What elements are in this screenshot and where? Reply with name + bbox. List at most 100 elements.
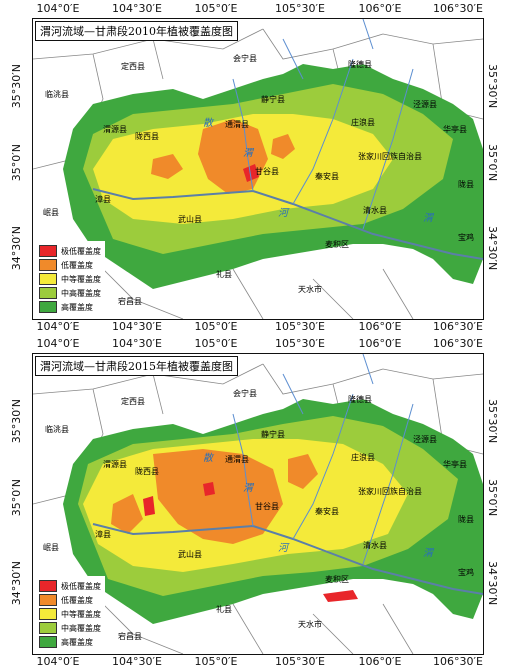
vegetation-map-svg xyxy=(33,19,483,319)
map-frame: 渭河流域—甘肃段2010年植被覆盖度图 定西县 会宁县 隆德县 临洮县 静宁县 泾源县 华亭县… xyxy=(32,18,484,320)
legend-label: 低覆盖度 xyxy=(61,595,93,605)
map-title: 渭河流域—甘肃段2010年植被覆盖度图 xyxy=(35,21,238,41)
legend-label: 中等覆盖度 xyxy=(61,609,101,619)
place-label-huining: 会宁县 xyxy=(233,54,257,63)
legend-item: 高覆盖度 xyxy=(39,300,101,314)
lon-tick-bottom: 105°30′E xyxy=(275,320,325,333)
place-label-min: 岷县 xyxy=(43,543,59,552)
legend-item: 中等覆盖度 xyxy=(39,607,101,621)
tributary-river xyxy=(282,38,304,80)
lat-tick-left: 34°30′N xyxy=(10,226,23,271)
place-label-jingning: 静宁县 xyxy=(261,95,285,104)
place-label-gangu: 甘谷县 xyxy=(255,167,279,176)
river-label: 河 xyxy=(278,543,288,554)
lon-tick-top: 104°0′E xyxy=(36,337,80,350)
legend-label: 中高覆盖度 xyxy=(61,288,101,298)
county-boundary xyxy=(232,603,264,654)
place-label-maiji: 麦积区 xyxy=(325,240,349,249)
lat-tick-left: 35°30′N xyxy=(10,399,23,444)
place-label-tongwei: 通渭县 xyxy=(225,120,249,129)
place-label-qingshui: 清水县 xyxy=(363,541,387,550)
legend-swatch xyxy=(39,259,57,271)
legend-swatch xyxy=(39,301,57,313)
legend: 极低覆盖度低覆盖度中等覆盖度中高覆盖度高覆盖度 xyxy=(35,241,105,317)
river-label: 渭 xyxy=(423,213,433,224)
county-boundary xyxy=(232,268,264,319)
river-label: 渭 xyxy=(243,483,253,494)
county-boundary xyxy=(382,603,414,654)
river-label: 散 xyxy=(203,118,213,129)
place-label-zhuanglang: 庄浪县 xyxy=(351,453,375,462)
lon-tick-top: 104°30′E xyxy=(112,337,162,350)
low-coverage-patch xyxy=(153,449,283,544)
legend-item: 中等覆盖度 xyxy=(39,272,101,286)
very-low-coverage-spot xyxy=(323,590,358,602)
tributary-river xyxy=(362,19,374,50)
lon-tick-bottom: 104°30′E xyxy=(112,320,162,333)
legend-item: 中高覆盖度 xyxy=(39,621,101,635)
map-title: 渭河流域—甘肃段2015年植被覆盖度图 xyxy=(35,356,238,376)
legend-swatch xyxy=(39,622,57,634)
legend-swatch xyxy=(39,287,57,299)
lat-tick-right: 34°30′N xyxy=(486,226,499,271)
lon-tick-bottom: 106°30′E xyxy=(433,655,483,668)
legend-item: 中高覆盖度 xyxy=(39,286,101,300)
lat-tick-right: 35°0′N xyxy=(486,479,499,517)
place-label-dangchang: 宕昌县 xyxy=(118,297,142,306)
legend-label: 高覆盖度 xyxy=(61,302,93,312)
legend-label: 极低覆盖度 xyxy=(61,246,101,256)
place-label-gangu: 甘谷县 xyxy=(255,502,279,511)
county-boundary xyxy=(382,268,414,319)
legend-swatch xyxy=(39,608,57,620)
place-label-baoji: 宝鸡 xyxy=(458,233,474,242)
lon-tick-bottom: 105°0′E xyxy=(194,655,238,668)
tributary-river xyxy=(292,393,354,540)
place-label-huating: 华亭县 xyxy=(443,125,467,134)
low-coverage-patch xyxy=(111,494,143,534)
county-boundary xyxy=(312,278,354,319)
lon-tick-top: 106°0′E xyxy=(358,2,402,15)
county-boundary xyxy=(92,593,184,654)
county-boundary xyxy=(152,38,164,80)
lon-tick-top: 106°30′E xyxy=(433,337,483,350)
lon-tick-top: 106°0′E xyxy=(358,337,402,350)
legend-label: 低覆盖度 xyxy=(61,260,93,270)
county-boundary xyxy=(92,258,184,319)
river-label: 河 xyxy=(278,208,288,219)
lon-tick-bottom: 106°30′E xyxy=(433,320,483,333)
place-label-wushan: 武山县 xyxy=(178,215,202,224)
legend-item: 高覆盖度 xyxy=(39,635,101,649)
place-label-li: 礼县 xyxy=(216,270,232,279)
lat-tick-left: 35°30′N xyxy=(10,64,23,109)
place-label-zhangjiachuan: 张家川回族自治县 xyxy=(358,487,422,496)
place-label-wushan: 武山县 xyxy=(178,550,202,559)
lat-tick-left: 35°0′N xyxy=(10,144,23,182)
lon-tick-top: 105°30′E xyxy=(275,2,325,15)
vegetation-map-svg xyxy=(33,354,483,654)
map-panel-2015: 104°0′E 104°30′E 105°0′E 105°30′E 106°0′E 106… xyxy=(0,335,507,670)
lon-tick-top: 106°30′E xyxy=(433,2,483,15)
legend-item: 极低覆盖度 xyxy=(39,579,101,593)
place-label-dangchang: 宕昌县 xyxy=(118,632,142,641)
legend-label: 极低覆盖度 xyxy=(61,581,101,591)
lon-tick-bottom: 106°0′E xyxy=(358,655,402,668)
lon-tick-bottom: 105°30′E xyxy=(275,655,325,668)
lon-tick-top: 105°30′E xyxy=(275,337,325,350)
legend-swatch xyxy=(39,580,57,592)
place-label-long: 陇县 xyxy=(458,180,474,189)
tributary-river xyxy=(362,354,374,385)
place-label-li: 礼县 xyxy=(216,605,232,614)
place-label-weiyuan: 渭源县 xyxy=(103,125,127,134)
place-label-zhangjiachuan: 张家川回族自治县 xyxy=(358,152,422,161)
lat-tick-left: 35°0′N xyxy=(10,479,23,517)
tributary-river xyxy=(232,78,254,192)
place-label-jingyuan: 泾源县 xyxy=(413,100,437,109)
legend-item: 低覆盖度 xyxy=(39,258,101,272)
place-label-huining: 会宁县 xyxy=(233,389,257,398)
low-coverage-patch xyxy=(288,454,318,489)
lon-tick-top: 105°0′E xyxy=(194,337,238,350)
legend-swatch xyxy=(39,245,57,257)
place-label-qingshui: 清水县 xyxy=(363,206,387,215)
legend-label: 中等覆盖度 xyxy=(61,274,101,284)
place-label-longde: 隆德县 xyxy=(348,60,372,69)
